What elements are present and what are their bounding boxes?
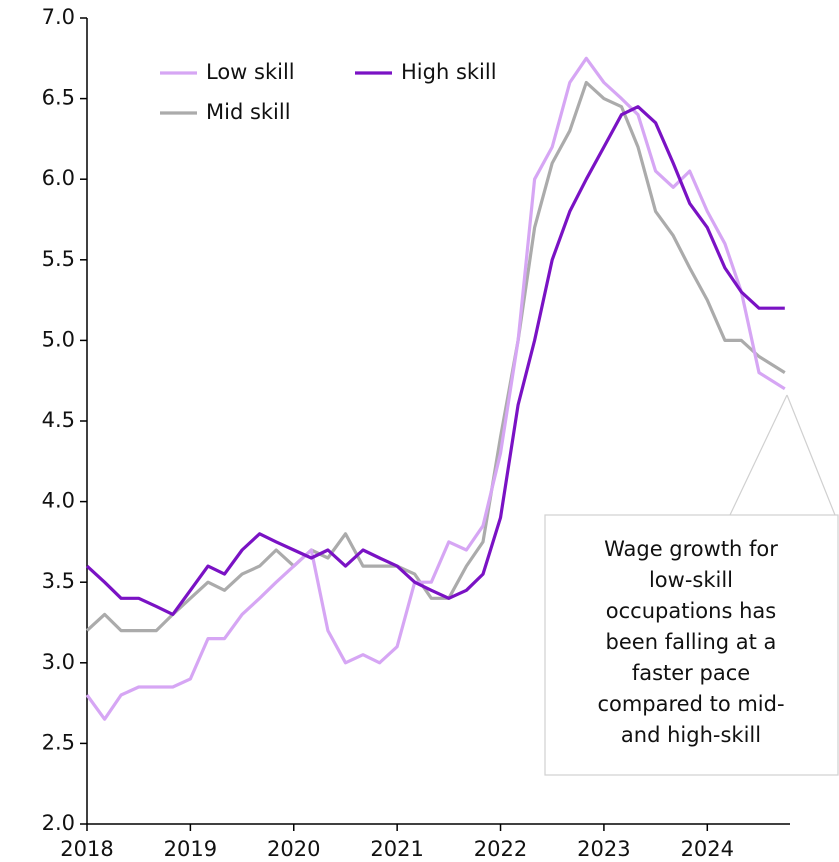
y-tick-label: 2.0 — [42, 811, 75, 835]
annotation-text: faster pace — [632, 661, 750, 685]
x-tick-label: 2021 — [370, 837, 423, 861]
callout-line — [786, 394, 836, 516]
x-tick-label: 2022 — [474, 837, 527, 861]
x-tick-label: 2019 — [164, 837, 217, 861]
legend-label: High skill — [401, 60, 497, 84]
y-tick-label: 5.0 — [42, 327, 75, 351]
y-tick-label: 4.5 — [42, 408, 75, 432]
annotation-text: low-skill — [649, 568, 733, 592]
y-tick-label: 3.5 — [42, 569, 75, 593]
y-tick-label: 6.0 — [42, 166, 75, 190]
y-tick-label: 4.0 — [42, 489, 75, 513]
annotation-box — [544, 514, 839, 776]
y-tick-label: 2.5 — [42, 730, 75, 754]
x-tick-label: 2024 — [681, 837, 734, 861]
annotation-text: and high-skill — [621, 723, 761, 747]
series-line — [85, 56, 786, 721]
y-tick-label: 6.5 — [42, 86, 75, 110]
x-tick-label: 2023 — [577, 837, 630, 861]
y-tick-label: 5.5 — [42, 247, 75, 271]
y-tick-label: 3.0 — [42, 650, 75, 674]
annotation-text: compared to mid- — [597, 692, 784, 716]
legend-label: Mid skill — [206, 100, 291, 124]
callout-line — [729, 394, 788, 516]
legend-label: Low skill — [206, 60, 295, 84]
series-line — [85, 80, 786, 633]
annotation-text: Wage growth for — [604, 537, 778, 561]
x-tick-label: 2020 — [267, 837, 320, 861]
annotation-text: been falling at a — [606, 630, 777, 654]
series-line — [85, 105, 785, 616]
y-tick-label: 7.0 — [42, 5, 75, 29]
annotation-text: occupations has — [606, 599, 776, 623]
x-tick-label: 2018 — [60, 837, 113, 861]
